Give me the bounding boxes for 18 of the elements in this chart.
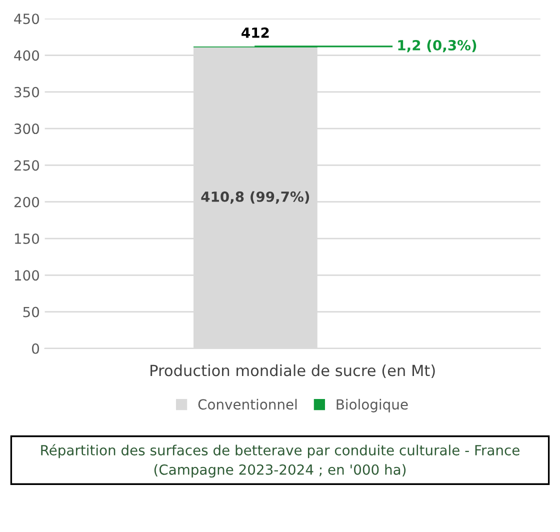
y-tick-label: 0: [32, 343, 40, 354]
data-label: 1,2 (0,3%): [398, 40, 476, 52]
y-tick-label: 300: [14, 124, 40, 134]
y-tick-label: 250: [14, 160, 40, 171]
text: (Campagne 2023-2024 ; en '000 ha): [154, 464, 406, 478]
y-tick-label: 150: [14, 233, 40, 244]
y-tick-label: 50: [23, 306, 40, 318]
legend-label: Conventionnel: [198, 398, 297, 410]
legend-label: Biologique: [336, 398, 408, 412]
y-tick-label: 350: [14, 86, 40, 98]
text: Répartition des surfaces de betterave par conduite culturale - France: [41, 444, 520, 458]
data-label: 410,8 (99,7%): [201, 191, 310, 204]
y-tick-label: 450: [14, 14, 40, 24]
total-label: 412: [242, 27, 269, 38]
y-tick-label: 200: [14, 196, 40, 208]
y-tick-label: 400: [14, 50, 40, 61]
y-tick-label: 100: [14, 270, 40, 281]
x-axis-title: Production mondiale de sucre (en Mt): [150, 364, 435, 378]
